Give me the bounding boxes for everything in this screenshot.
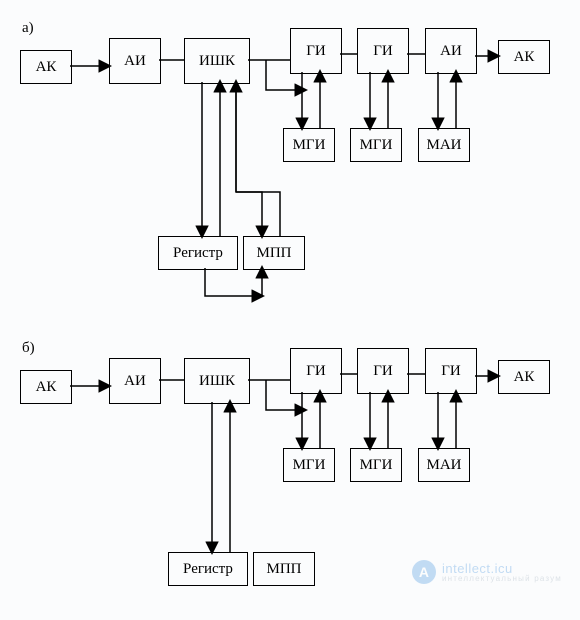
edge-ishk-mpp: [236, 82, 262, 236]
edge-mpp-ishk: [236, 192, 280, 236]
watermark-subtitle: интеллектуальный разум: [442, 575, 562, 583]
edge-ishk-tap: [266, 380, 305, 410]
watermark: A intellect.icu интеллектуальный разум: [412, 560, 562, 584]
edge-ishk-gi1-tap: [266, 60, 305, 90]
watermark-badge-icon: A: [412, 560, 436, 584]
watermark-title: intellect.icu: [442, 562, 562, 575]
edges-svg: [0, 0, 580, 620]
edge-reg-mpp-bot: [205, 268, 262, 296]
